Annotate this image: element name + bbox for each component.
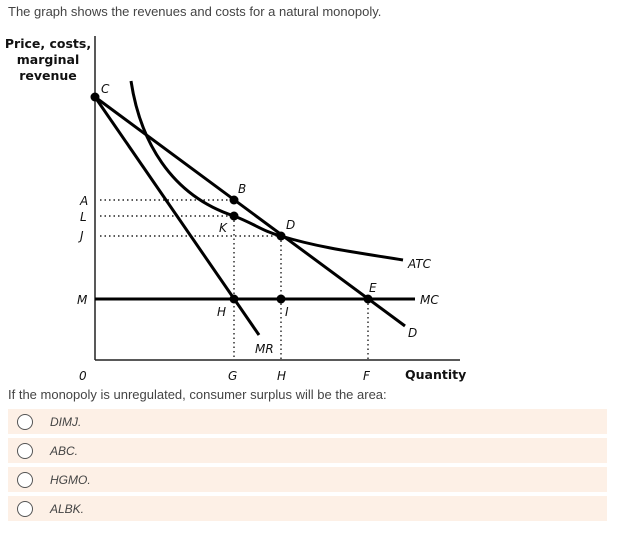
y-tick-J: J: [78, 229, 84, 243]
point-C: [90, 92, 100, 102]
option-2[interactable]: ABC.: [8, 438, 607, 463]
atc-curve: [129, 80, 404, 262]
x-tick-H: H: [277, 369, 286, 383]
option-label: ABC.: [50, 443, 79, 458]
y-tick-M: M: [77, 293, 88, 307]
point-E: [363, 294, 373, 304]
x-tick-F: F: [363, 369, 371, 383]
option-1[interactable]: DIMJ.: [8, 409, 607, 434]
label-H-point: H: [217, 305, 226, 319]
intro-text: The graph shows the revenues and costs f…: [8, 4, 382, 19]
y-tick-A: A: [79, 194, 88, 208]
label-I: I: [285, 305, 289, 319]
option-label: DIMJ.: [50, 414, 82, 429]
y-tick-L: L: [80, 210, 87, 224]
monopoly-diagram: Price, costs, marginal revenue A L J M 0…: [5, 36, 466, 383]
point-B: [229, 195, 239, 205]
point-H: [229, 294, 239, 304]
y-axis-label-3: revenue: [19, 68, 77, 83]
label-B: B: [238, 182, 246, 196]
point-I: [276, 294, 286, 304]
question-text: If the monopoly is unregulated, consumer…: [8, 387, 387, 402]
option-label: HGMO.: [50, 472, 91, 487]
x-axis-label: Quantity: [405, 367, 466, 382]
label-C: C: [101, 82, 110, 96]
option-4[interactable]: ALBK.: [8, 496, 607, 521]
y-axis-label-1: Price, costs,: [5, 36, 91, 51]
y-axis-label-2: marginal: [17, 52, 79, 67]
label-MR: MR: [255, 342, 274, 356]
radio-button[interactable]: [17, 413, 33, 430]
label-E: E: [369, 281, 377, 295]
demand-curve: [94, 95, 406, 328]
label-MC: MC: [420, 293, 439, 307]
label-D-point: D: [286, 218, 295, 232]
x-tick-O: 0: [79, 369, 87, 383]
radio-button[interactable]: [17, 500, 33, 517]
x-tick-G: G: [228, 369, 237, 383]
point-D: [276, 231, 286, 241]
radio-button[interactable]: [17, 442, 33, 459]
option-label: ALBK.: [50, 501, 85, 516]
label-ATC: ATC: [407, 257, 432, 271]
label-K: K: [219, 221, 228, 235]
radio-button[interactable]: [17, 471, 33, 488]
label-D-curve: D: [408, 326, 417, 340]
option-3[interactable]: HGMO.: [8, 467, 607, 492]
point-K: [229, 211, 239, 221]
